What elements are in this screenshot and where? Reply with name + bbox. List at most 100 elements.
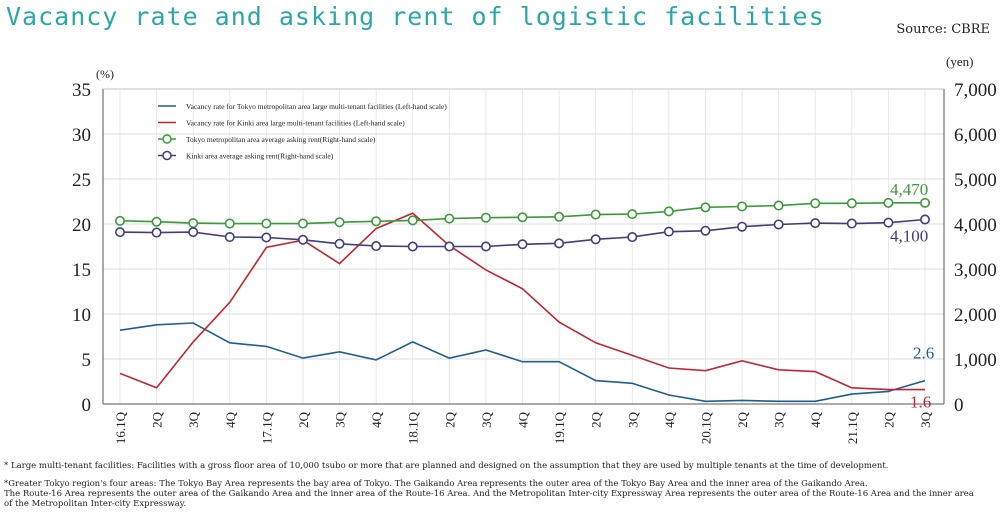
series-point-2 <box>590 209 601 220</box>
series-point-2 <box>261 218 272 229</box>
series-point-3 <box>297 234 308 245</box>
x-tick-label: 2Q <box>296 411 311 428</box>
series-point-3 <box>115 227 126 238</box>
right-axis-unit: (yen) <box>946 54 973 69</box>
left-tick-label: 35 <box>72 80 91 101</box>
page-title: Vacancy rate and asking rent of logistic… <box>6 2 825 31</box>
series-point-2 <box>883 197 894 208</box>
series-point-2 <box>480 212 491 223</box>
series-point-3 <box>919 214 930 225</box>
series-point-3 <box>663 226 674 237</box>
end-value-label: 2.6 <box>913 344 934 363</box>
x-tick-label: 4Q <box>369 411 384 428</box>
series-point-2 <box>810 198 821 209</box>
right-tick-label: 2,000 <box>954 305 997 326</box>
series-point-2 <box>737 201 748 212</box>
series-point-3 <box>371 241 382 252</box>
series-point-3 <box>810 218 821 229</box>
source-label: Source: CBRE <box>896 22 990 37</box>
x-tick-label: 3Q <box>333 411 348 428</box>
series-point-3 <box>773 219 784 230</box>
x-tick-label: 4Q <box>516 411 531 428</box>
series-point-3 <box>188 227 199 238</box>
series-point-2 <box>407 215 418 226</box>
x-tick-label: 18.1Q <box>406 411 421 444</box>
x-tick-label: 4Q <box>223 411 238 428</box>
end-value-label: 1.6 <box>910 393 931 412</box>
series-point-2 <box>627 209 638 220</box>
x-tick-label: 3Q <box>186 411 201 428</box>
x-tick-label: 20.1Q <box>698 411 713 444</box>
footnote-3: The Route-16 Area represents the outer a… <box>4 489 974 499</box>
series-point-2 <box>188 218 199 229</box>
series-point-3 <box>151 227 162 238</box>
x-tick-label: 17.1Q <box>259 411 274 444</box>
series-point-3 <box>334 238 345 249</box>
series-point-3 <box>407 241 418 252</box>
x-tick-label: 19.1Q <box>552 411 567 444</box>
series-point-3 <box>590 234 601 245</box>
end-value-label: 4,100 <box>890 227 928 246</box>
right-tick-label: 6,000 <box>954 125 997 146</box>
x-tick-label: 21.1Q <box>845 411 860 444</box>
series-point-2 <box>334 217 345 228</box>
series-point-3 <box>700 225 711 236</box>
right-tick-label: 1,000 <box>954 350 997 371</box>
legend-label-2: Tokyo metropolitan area average asking r… <box>186 135 376 144</box>
series-point-2 <box>554 211 565 222</box>
series-point-3 <box>883 217 894 228</box>
series-point-2 <box>700 202 711 213</box>
x-tick-label: 3Q <box>625 411 640 428</box>
series-point-3 <box>517 239 528 250</box>
x-tick-label: 2Q <box>442 411 457 428</box>
chart: 0 5 10 15 20 25 30 35 0 1,000 2,000 3,000 4,000 5,000… <box>72 54 997 444</box>
left-tick-label: 30 <box>72 125 91 146</box>
right-tick-label: 0 <box>954 395 964 416</box>
legend-label-0: Vacancy rate for Tokyo metropolitan area… <box>186 102 447 111</box>
x-tick-label: 3Q <box>918 411 933 428</box>
series-point-3 <box>224 232 235 243</box>
series-point-2 <box>224 218 235 229</box>
series-point-2 <box>371 216 382 227</box>
x-tick-label: 4Q <box>662 411 677 428</box>
series-point-2 <box>517 212 528 223</box>
series-point-2 <box>115 215 126 226</box>
series-point-3 <box>737 221 748 232</box>
left-axis-unit: (%) <box>96 67 114 81</box>
footnote-2: *Greater Tokyo region's four areas: The … <box>4 479 868 489</box>
series-point-3 <box>627 232 638 243</box>
footnote-1: * Large multi-tenant facilities: Facilit… <box>4 461 889 471</box>
x-tick-label: 4Q <box>808 411 823 428</box>
series-point-3 <box>554 238 565 249</box>
end-value-label: 4,470 <box>890 180 928 199</box>
series-point-2 <box>663 206 674 217</box>
left-tick-label: 10 <box>72 305 91 326</box>
right-tick-label: 5,000 <box>954 170 997 191</box>
series-point-2 <box>773 200 784 211</box>
series-point-2 <box>919 197 930 208</box>
x-tick-label: 2Q <box>589 411 604 428</box>
footnote-4: of the Metropolitan Inter-city Expresswa… <box>4 499 187 509</box>
series-point-3 <box>261 232 272 243</box>
series-point-2 <box>151 216 162 227</box>
legend-label-3: Kinki area average asking rent(Right-han… <box>186 152 334 161</box>
x-tick-label: 16.1Q <box>113 411 128 444</box>
series-point-3 <box>444 241 455 252</box>
left-tick-label: 25 <box>72 170 91 191</box>
legend-marker-2 <box>162 134 172 144</box>
right-tick-label: 7,000 <box>954 80 997 101</box>
legend-label-1: Vacancy rate for Kinki area large multi-… <box>186 119 405 128</box>
x-tick-label: 2Q <box>735 411 750 428</box>
series-line-1 <box>119 212 925 391</box>
right-tick-label: 3,000 <box>954 260 997 281</box>
series-line-0 <box>119 322 926 403</box>
series-point-2 <box>846 198 857 209</box>
x-tick-label: 2Q <box>150 411 165 428</box>
x-tick-label: 3Q <box>479 411 494 428</box>
series-point-2 <box>444 213 455 224</box>
left-tick-label: 0 <box>82 395 92 416</box>
left-tick-label: 5 <box>82 350 92 371</box>
x-tick-label: 2Q <box>881 411 896 428</box>
series-point-2 <box>297 218 308 229</box>
right-tick-label: 4,000 <box>954 215 997 236</box>
